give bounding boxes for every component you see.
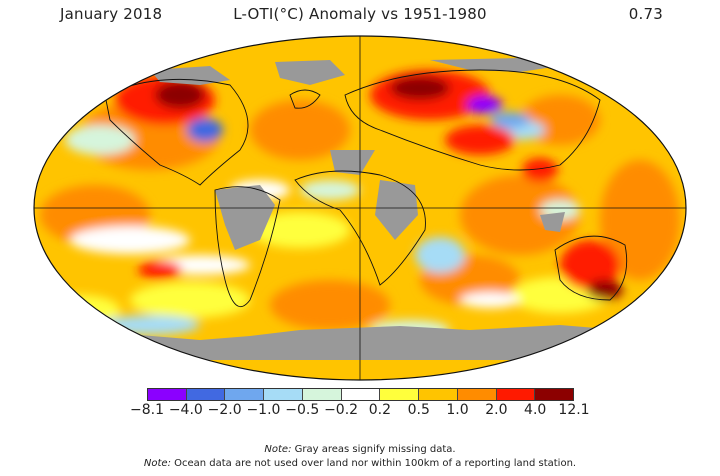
color-scale-tick-label: −4.0 xyxy=(168,402,203,418)
color-scale-segment xyxy=(264,389,303,400)
color-scale-tick-label: −0.2 xyxy=(324,402,359,418)
map-title: L-OTI(°C) Anomaly vs 1951-1980 xyxy=(233,5,487,23)
color-scale-bar xyxy=(147,388,574,401)
color-scale-segment xyxy=(341,389,381,400)
missing-data-areas xyxy=(60,58,640,360)
color-scale-segment xyxy=(419,389,458,400)
color-scale-segment xyxy=(496,389,536,400)
note-missing-data: Note: Gray areas signify missing data. xyxy=(264,444,456,455)
color-scale-tick-label: 4.0 xyxy=(524,402,547,418)
color-scale-tick-label: 12.1 xyxy=(558,402,590,418)
coastlines xyxy=(104,69,628,308)
color-scale-tick-label: 0.5 xyxy=(407,402,430,418)
period-label: January 2018 xyxy=(60,5,163,23)
note-ocean-data: Note: Ocean data are not used over land … xyxy=(143,458,577,469)
color-scale-tick-label: −1.0 xyxy=(246,402,281,418)
color-scale-tick-label: −8.1 xyxy=(130,402,164,418)
color-scale-segment xyxy=(457,389,497,400)
color-scale-ticks: −8.1 −4.0 −2.0 −1.0 −0.5 −0.2 0.2 0.5 1.0 2.0 4.0 1… xyxy=(0,402,720,420)
color-scale-segment xyxy=(535,389,574,400)
color-scale-segment xyxy=(186,389,226,400)
color-scale-tick-label: 0.2 xyxy=(368,402,392,418)
color-scale-segment xyxy=(225,389,265,400)
color-scale-segment xyxy=(380,389,420,400)
color-scale-tick-label: 1.0 xyxy=(446,402,469,418)
color-scale-tick-label: −0.5 xyxy=(285,402,320,418)
color-scale-tick-label: −2.0 xyxy=(207,402,242,418)
global-mean-value: 0.73 xyxy=(628,5,663,23)
color-scale-segment xyxy=(302,389,342,400)
color-scale-segment xyxy=(148,389,187,400)
color-scale-tick-label: 2.0 xyxy=(485,402,508,418)
